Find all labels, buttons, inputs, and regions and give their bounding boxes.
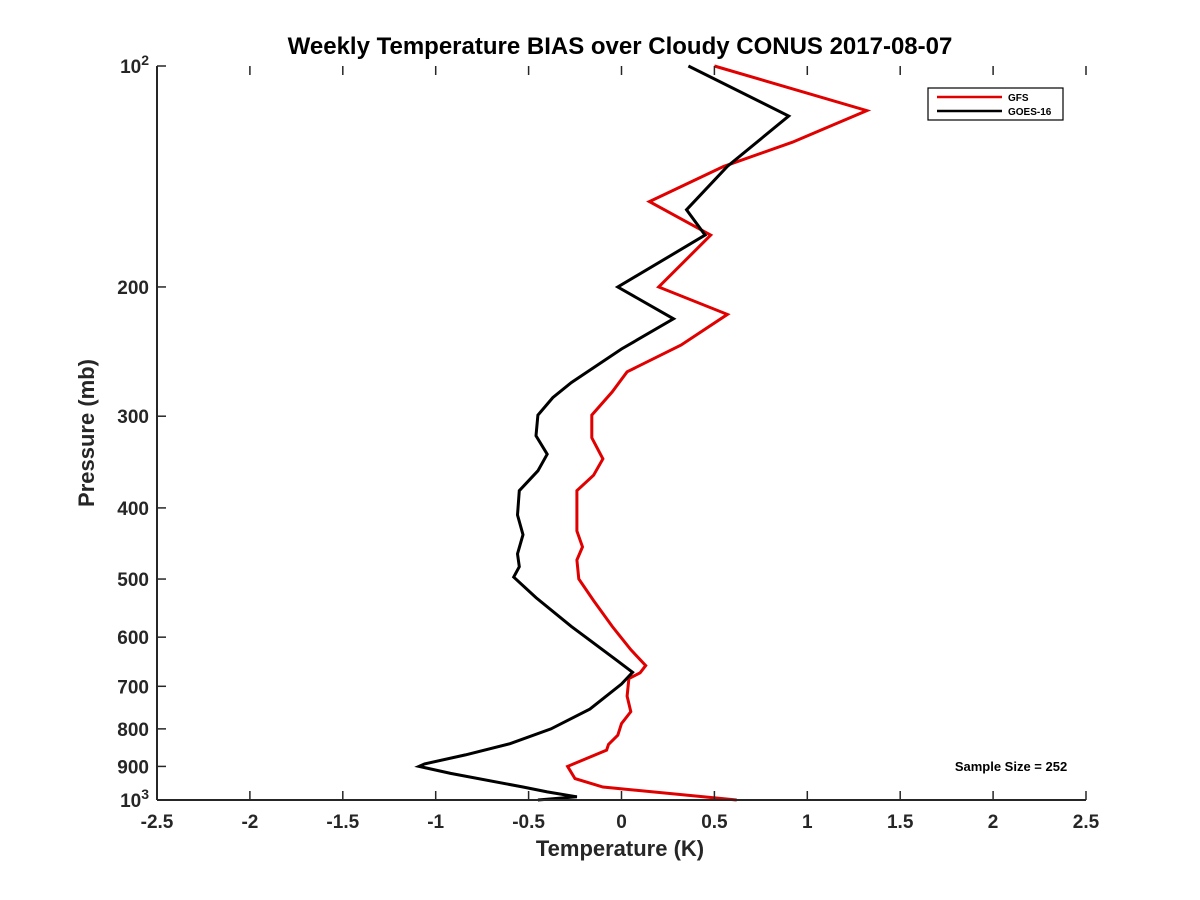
- sample-size-annotation: Sample Size = 252: [955, 759, 1067, 774]
- legend-label-goes16: GOES-16: [1008, 107, 1052, 118]
- series-line-goes-16: [414, 64, 792, 802]
- y-tick-label: 300: [117, 407, 149, 428]
- y-tick-label: 500: [117, 570, 149, 591]
- series-line-gfs: [565, 64, 872, 802]
- y-tick-label: 700: [117, 677, 149, 698]
- y-tick-label-base: 10: [120, 791, 141, 812]
- y-tick-label: 102: [120, 52, 149, 78]
- y-tick-label: 200: [117, 278, 149, 299]
- y-tick-label: 103: [120, 786, 149, 812]
- y-axis-label: Pressure (mb): [74, 359, 99, 507]
- x-tick-label: 2: [988, 812, 999, 833]
- x-tick-label: -0.5: [512, 812, 545, 833]
- x-tick-label: -2.5: [141, 812, 174, 833]
- x-axis-label: Temperature (K): [536, 836, 704, 861]
- x-tick-label: 2.5: [1073, 812, 1100, 833]
- legend-label-gfs: GFS: [1008, 93, 1029, 104]
- y-tick-label-exponent: 2: [141, 52, 149, 68]
- legend-box: [927, 87, 1064, 121]
- plot-lines: [414, 64, 872, 802]
- y-tick-label: 400: [117, 499, 149, 520]
- y-tick-label-exponent: 3: [141, 786, 149, 802]
- x-tick-label: -2: [241, 812, 258, 833]
- y-tick-label: 800: [117, 720, 149, 741]
- x-tick-label: 0.5: [701, 812, 728, 833]
- x-tick-label: -1.5: [326, 812, 359, 833]
- chart-title: Weekly Temperature BIAS over Cloudy CONU…: [288, 33, 953, 60]
- legend: GFS GOES-16: [927, 87, 1064, 121]
- y-tick-label: 900: [117, 757, 149, 778]
- x-tick-label: 0: [616, 812, 627, 833]
- y-tick-label: 600: [117, 628, 149, 649]
- y-tick-label-base: 10: [120, 57, 141, 78]
- x-tick-label: -1: [427, 812, 444, 833]
- x-tick-label: 1.5: [887, 812, 914, 833]
- x-axis-ticks: -2.5 -2 -1.5 -1 -0.5 0 0.5 1 1.5 2 2.5: [141, 66, 1100, 833]
- x-tick-label: 1: [802, 812, 813, 833]
